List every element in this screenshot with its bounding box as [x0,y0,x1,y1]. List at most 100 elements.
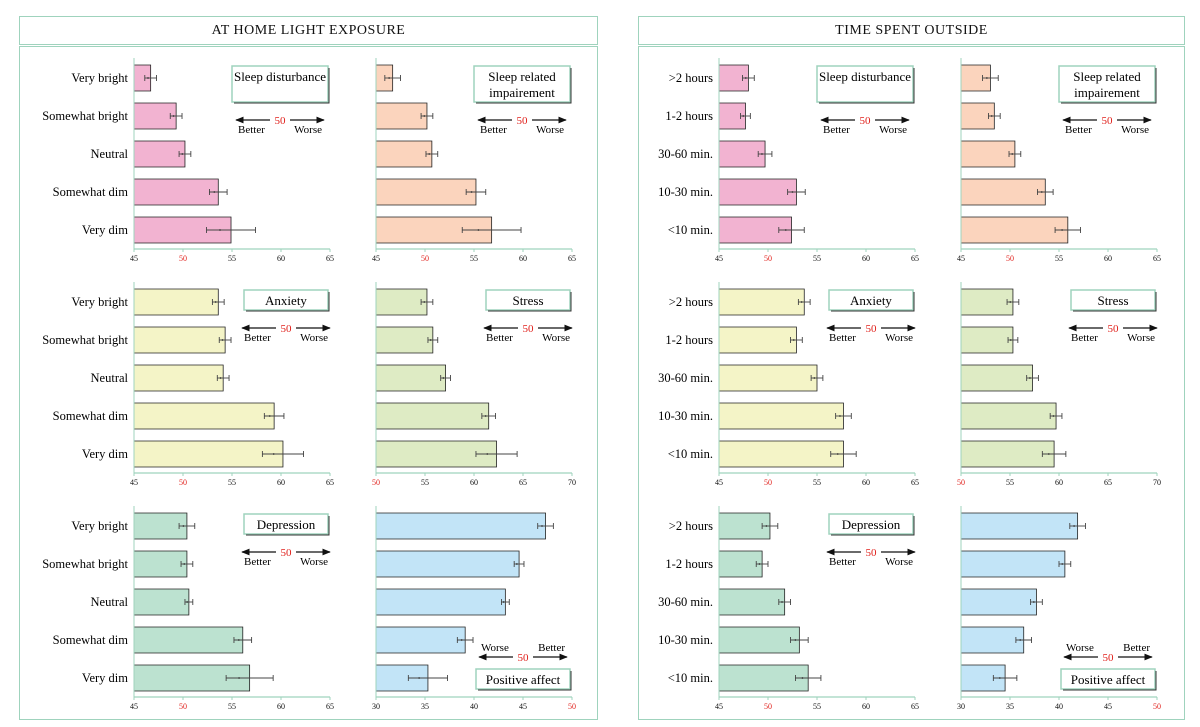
mean-dot-home-sleep-disturbance-3 [213,191,216,193]
legend-box-shadow-outside-sleep-impairment [1061,68,1157,104]
category-label-outside-anxiety-1: 1-2 hours [665,333,713,347]
legend-center-home-stress: 50 [523,323,535,335]
x-tick-label-home-anxiety-65: 65 [326,478,334,487]
bar-home-stress-3 [376,403,489,429]
legend-right-label-outside-positive-affect: Better [1123,642,1150,654]
legend-title-outside-depression: Depression [842,517,901,532]
legend-right-label-outside-stress: Worse [1127,332,1155,344]
x-tick-label-outside-sleep-impairment-65: 65 [1153,254,1161,263]
category-label-outside-anxiety-0: >2 hours [669,295,713,309]
mean-dot-outside-stress-3 [1052,415,1055,417]
mean-dot-outside-sleep-impairment-1 [990,115,993,117]
bar-home-stress-2 [376,365,446,391]
x-tick-label-home-stress-60: 60 [470,478,478,487]
mean-dot-outside-anxiety-3 [839,415,841,417]
bar-outside-anxiety-3 [719,403,844,429]
bar-outside-depression-4 [719,665,809,691]
x-tick-label-home-positive-affect-40: 40 [470,702,478,711]
x-tick-label-home-sleep-impairment-65: 65 [568,254,576,263]
mean-dot-outside-anxiety-4 [836,453,839,455]
mean-dot-home-depression-0 [182,525,185,527]
mean-dot-outside-sleep-disturbance-2 [761,153,763,155]
legend-title-line1-outside-sleep-impairment: Sleep related [1073,69,1141,84]
bar-outside-positive-affect-2 [961,589,1037,615]
bar-home-positive-affect-0 [376,513,546,539]
mean-dot-outside-anxiety-1 [792,339,795,341]
x-tick-label-home-anxiety-55: 55 [228,478,236,487]
bar-home-sleep-impairment-2 [376,141,432,167]
legend-title-line1-home-sleep-impairment: Sleep related [488,69,556,84]
bar-outside-sleep-impairment-2 [961,141,1015,167]
mean-dot-home-stress-2 [442,377,445,379]
legend-right-label-home-depression: Worse [300,556,328,568]
category-label-home-anxiety-4: Very dim [82,447,128,461]
legend-right-label-outside-sleep-impairment: Worse [1121,124,1149,136]
category-label-home-sleep-disturbance-4: Very dim [82,223,128,237]
legend-left-label-home-anxiety: Better [244,332,271,344]
category-label-outside-sleep-disturbance-2: 30-60 min. [658,147,713,161]
mean-dot-home-stress-1 [429,339,432,341]
x-tick-label-outside-stress-70: 70 [1153,478,1161,487]
bar-home-positive-affect-1 [376,551,520,577]
mean-dot-home-sleep-disturbance-4 [219,229,221,231]
x-tick-label-home-anxiety-60: 60 [277,478,285,487]
legend-right-label-home-sleep-impairment: Worse [536,124,564,136]
mean-dot-outside-positive-affect-4 [998,677,1001,679]
bar-outside-positive-affect-3 [961,627,1024,653]
bar-home-sleep-impairment-1 [376,103,427,129]
mean-dot-outside-depression-2 [781,601,783,603]
x-tick-label-home-anxiety-45: 45 [130,478,138,487]
legend-left-label-home-sleep-disturbance: Better [238,124,265,136]
legend-title-line1-home-sleep-disturbance: Sleep disturbance [234,69,326,84]
category-label-outside-anxiety-2: 30-60 min. [658,371,713,385]
x-tick-label-home-stress-50: 50 [372,478,380,487]
x-tick-label-outside-depression-45: 45 [715,702,723,711]
category-label-outside-sleep-disturbance-3: 10-30 min. [658,185,713,199]
x-tick-label-home-anxiety-50: 50 [179,478,187,487]
x-tick-label-home-depression-60: 60 [277,702,285,711]
mean-dot-home-stress-0 [423,301,426,303]
legend-center-home-sleep-disturbance: 50 [275,115,287,127]
x-tick-label-home-sleep-impairment-45: 45 [372,254,380,263]
mean-dot-home-sleep-impairment-2 [428,153,431,155]
mean-dot-home-depression-1 [183,563,186,565]
left-section-panel [19,46,598,720]
category-label-outside-depression-4: <10 min. [668,671,713,685]
legend-left-label-outside-stress: Better [1071,332,1098,344]
bar-home-anxiety-2 [134,365,224,391]
legend-title-home-depression: Depression [257,517,316,532]
bar-outside-anxiety-4 [719,441,844,467]
bar-outside-stress-1 [961,327,1013,353]
x-tick-label-outside-anxiety-50: 50 [764,478,772,487]
legend-center-home-anxiety: 50 [281,323,293,335]
mean-dot-outside-positive-affect-1 [1061,563,1064,565]
category-label-home-depression-4: Very dim [82,671,128,685]
mean-dot-home-sleep-impairment-3 [470,191,473,193]
mean-dot-outside-sleep-impairment-2 [1011,153,1014,155]
legend-right-label-outside-depression: Worse [885,556,913,568]
left-section-header: AT HOME LIGHT EXPOSURE [19,16,598,45]
category-label-home-depression-3: Somewhat dim [53,633,129,647]
category-label-outside-sleep-disturbance-1: 1-2 hours [665,109,713,123]
mean-dot-outside-sleep-impairment-3 [1040,191,1043,193]
x-tick-label-outside-sleep-disturbance-50: 50 [764,254,772,263]
mean-dot-home-anxiety-3 [268,415,271,417]
mean-dot-home-stress-4 [486,453,489,455]
bar-home-sleep-disturbance-3 [134,179,219,205]
bar-outside-sleep-disturbance-3 [719,179,797,205]
x-tick-label-home-sleep-impairment-55: 55 [470,254,478,263]
bar-outside-positive-affect-0 [961,513,1078,539]
mean-dot-outside-sleep-disturbance-1 [742,115,745,117]
x-tick-label-outside-sleep-impairment-45: 45 [957,254,965,263]
mean-dot-outside-stress-4 [1047,453,1050,455]
category-label-outside-depression-0: >2 hours [669,519,713,533]
legend-center-home-depression: 50 [281,547,293,559]
bar-outside-stress-4 [961,441,1055,467]
bar-outside-stress-3 [961,403,1057,429]
mean-dot-home-depression-2 [186,601,189,603]
x-tick-label-outside-stress-60: 60 [1055,478,1063,487]
legend-title-home-anxiety: Anxiety [265,293,307,308]
category-label-outside-depression-3: 10-30 min. [658,633,713,647]
mean-dot-outside-stress-2 [1028,377,1031,379]
